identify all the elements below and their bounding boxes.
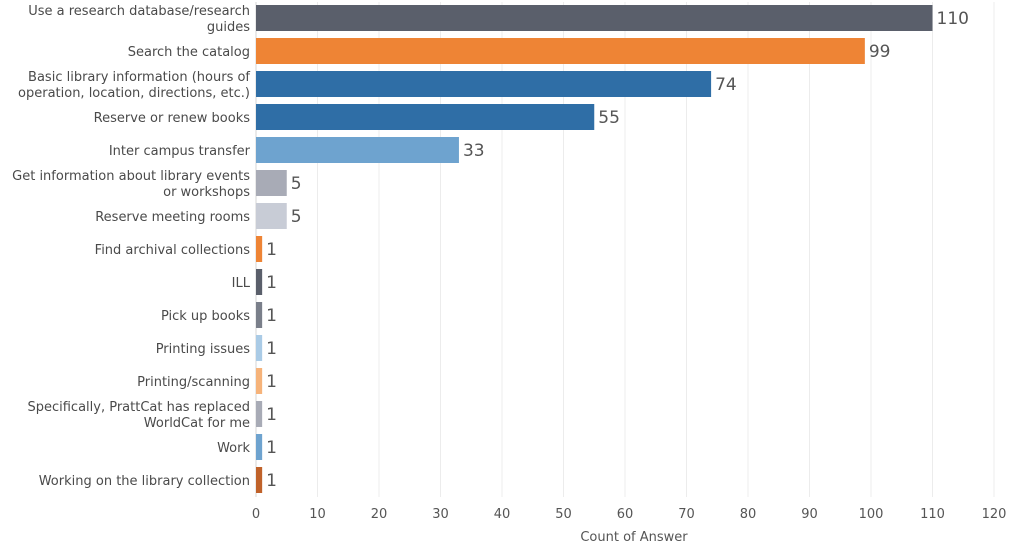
- category-label-line: Reserve meeting rooms: [95, 210, 250, 225]
- value-label: 5: [291, 174, 302, 194]
- x-tick-label: 110: [920, 507, 945, 522]
- x-tick-label: 80: [740, 507, 757, 522]
- bar: [256, 302, 263, 328]
- bar: [256, 467, 263, 493]
- value-label: 1: [266, 372, 277, 392]
- bar: [256, 71, 712, 97]
- category-label-line: WorldCat for me: [144, 416, 250, 431]
- x-tick-labels: 0 10 20 30 40 50 60 70 80 90 100 110 120: [252, 507, 1007, 522]
- category-label-line: Reserve or renew books: [94, 111, 251, 126]
- value-label: 1: [266, 240, 277, 260]
- category-label: Printing issues: [156, 342, 251, 357]
- value-label: 99: [869, 42, 891, 62]
- value-label: 110: [937, 9, 969, 29]
- bar: [256, 269, 263, 295]
- category-label-line: Get information about library events: [12, 169, 250, 184]
- category-label: Basic library information (hours of opera…: [18, 70, 250, 101]
- category-label: Search the catalog: [128, 45, 250, 60]
- value-label: 55: [598, 108, 620, 128]
- category-label: Working on the library collection: [39, 474, 250, 489]
- bar: [256, 236, 263, 262]
- category-label: Use a research database/research guides: [28, 4, 250, 35]
- bar: [256, 104, 595, 130]
- bar: [256, 203, 287, 229]
- bar: [256, 5, 933, 31]
- bar: [256, 137, 459, 163]
- category-label: Inter campus transfer: [109, 144, 251, 159]
- category-label-line: Working on the library collection: [39, 474, 250, 489]
- category-label: Work: [217, 441, 250, 456]
- category-label: Pick up books: [161, 309, 250, 324]
- x-tick-label: 50: [555, 507, 572, 522]
- value-label: 74: [715, 75, 737, 95]
- x-tick-label: 20: [371, 507, 388, 522]
- x-tick-label: 60: [617, 507, 634, 522]
- category-label: Printing/scanning: [137, 375, 250, 390]
- x-axis-title: Count of Answer: [580, 530, 688, 545]
- value-label: 1: [266, 471, 277, 491]
- category-label: Reserve meeting rooms: [95, 210, 250, 225]
- x-tick-label: 0: [252, 507, 260, 522]
- category-label: Reserve or renew books: [94, 111, 251, 126]
- bar: [256, 434, 263, 460]
- category-label: Get information about library events or w…: [12, 169, 250, 200]
- x-tick-label: 120: [982, 507, 1007, 522]
- value-label: 1: [266, 339, 277, 359]
- value-label: 1: [266, 438, 277, 458]
- value-label: 1: [266, 306, 277, 326]
- x-tick-label: 40: [494, 507, 511, 522]
- category-label: Find archival collections: [95, 243, 251, 258]
- category-label-line: Search the catalog: [128, 45, 250, 60]
- value-label: 33: [463, 141, 485, 161]
- bar: [256, 335, 263, 361]
- x-tick-label: 10: [309, 507, 326, 522]
- category-label-line: ILL: [232, 276, 251, 291]
- category-labels: Use a research database/research guides Se…: [12, 4, 251, 489]
- category-label-line: Work: [217, 441, 250, 456]
- category-label-line: Specifically, PrattCat has replaced: [27, 400, 250, 415]
- bar: [256, 368, 263, 394]
- category-label-line: or workshops: [163, 185, 250, 200]
- x-tick-label: 70: [678, 507, 695, 522]
- category-label-line: Use a research database/research: [28, 4, 250, 19]
- value-label: 1: [266, 405, 277, 425]
- value-label: 5: [291, 207, 302, 227]
- x-tick-label: 30: [432, 507, 449, 522]
- category-label-line: Find archival collections: [95, 243, 251, 258]
- category-label: ILL: [232, 276, 251, 291]
- category-label-line: Printing issues: [156, 342, 251, 357]
- category-label-line: guides: [207, 20, 250, 35]
- x-tick-label: 90: [801, 507, 818, 522]
- category-label-line: Printing/scanning: [137, 375, 250, 390]
- value-label: 1: [266, 273, 277, 293]
- category-label-line: operation, location, directions, etc.): [18, 86, 250, 101]
- category-label: Specifically, PrattCat has replaced World…: [27, 400, 250, 431]
- x-tick-label: 100: [859, 507, 884, 522]
- category-label-line: Basic library information (hours of: [28, 70, 250, 85]
- bar: [256, 38, 865, 64]
- bar: [256, 170, 287, 196]
- bar: [256, 401, 263, 427]
- bars: [256, 5, 933, 493]
- category-label-line: Pick up books: [161, 309, 250, 324]
- category-label-line: Inter campus transfer: [109, 144, 251, 159]
